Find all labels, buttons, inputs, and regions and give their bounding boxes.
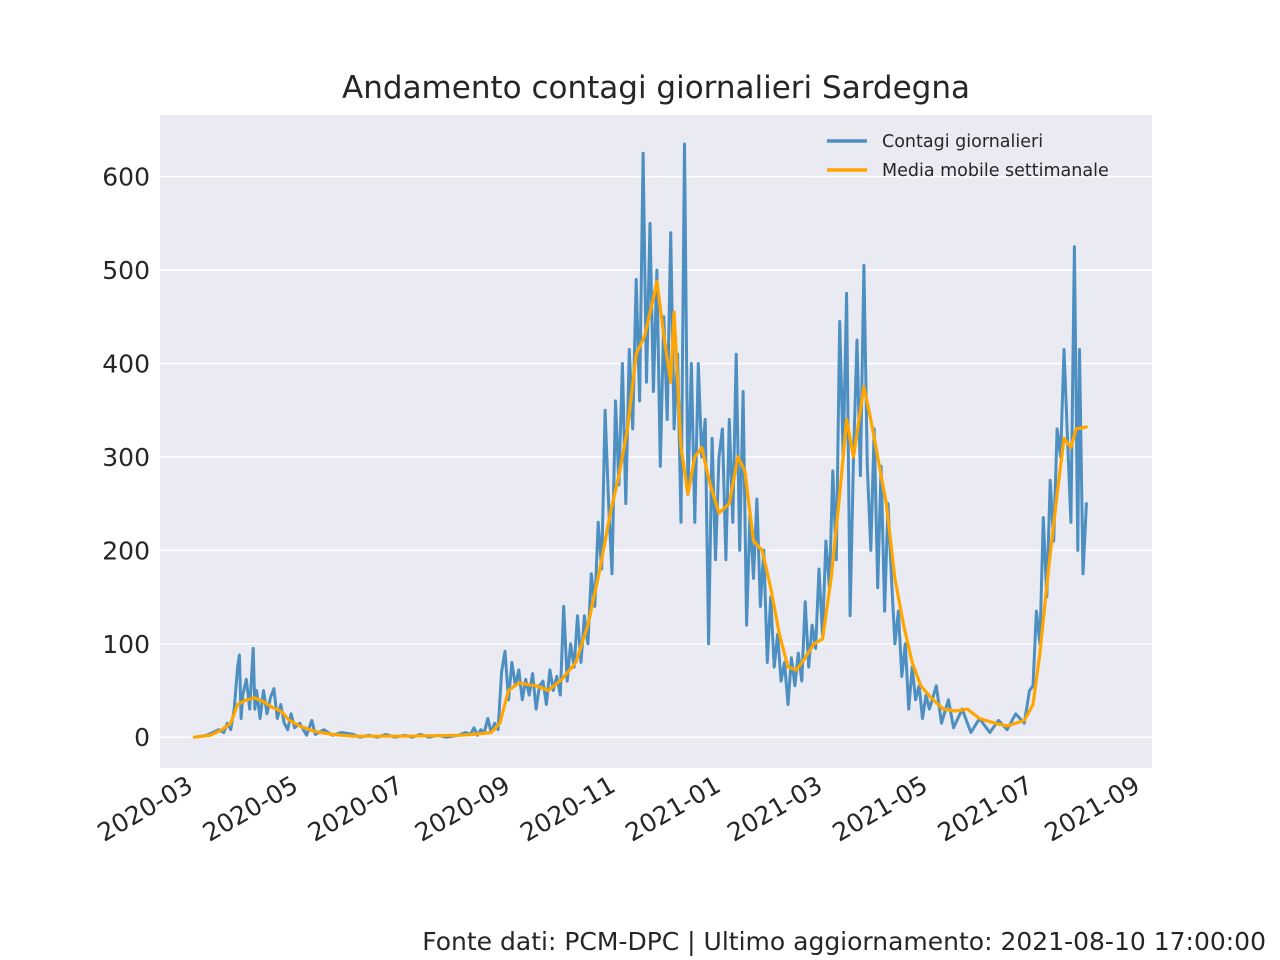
legend-label-media-mobile: Media mobile settimanale [882, 161, 1109, 181]
x-tick-label: 2020-07 [303, 770, 408, 847]
y-tick-label: 100 [102, 630, 150, 659]
x-tick-label: 2020-05 [198, 770, 303, 847]
legend-label-contagi: Contagi giornalieri [882, 132, 1043, 152]
legend: Contagi giornalieri Media mobile settima… [827, 132, 1109, 181]
x-tick-label: 2021-01 [620, 770, 725, 847]
y-tick-label: 300 [102, 443, 150, 472]
x-axis: 2020-03 2020-05 2020-07 2020-09 2020-11 2021-… [93, 770, 1145, 847]
x-tick-label: 2021-07 [933, 770, 1038, 847]
x-tick-label: 2020-09 [410, 770, 515, 847]
y-axis: 0 100 200 300 400 500 600 [102, 163, 150, 753]
series-layer [192, 142, 1088, 739]
y-tick-label: 500 [102, 256, 150, 285]
plot-area [160, 115, 1152, 768]
y-tick-label: 200 [102, 536, 150, 565]
x-tick-label: 2020-03 [93, 770, 198, 847]
x-tick-label: 2021-09 [1040, 770, 1145, 847]
x-tick-label: 2020-11 [515, 770, 620, 847]
x-tick-label: 2021-05 [827, 770, 932, 847]
footer-source: Fonte dati: PCM-DPC | Ultimo aggiornamen… [422, 927, 1266, 956]
y-tick-label: 400 [102, 349, 150, 378]
y-tick-label: 0 [134, 723, 150, 752]
series-line-1 [192, 279, 1088, 739]
x-tick-label: 2021-03 [722, 770, 827, 847]
y-tick-label: 600 [102, 163, 150, 192]
chart-title: Andamento contagi giornalieri Sardegna [342, 70, 970, 106]
